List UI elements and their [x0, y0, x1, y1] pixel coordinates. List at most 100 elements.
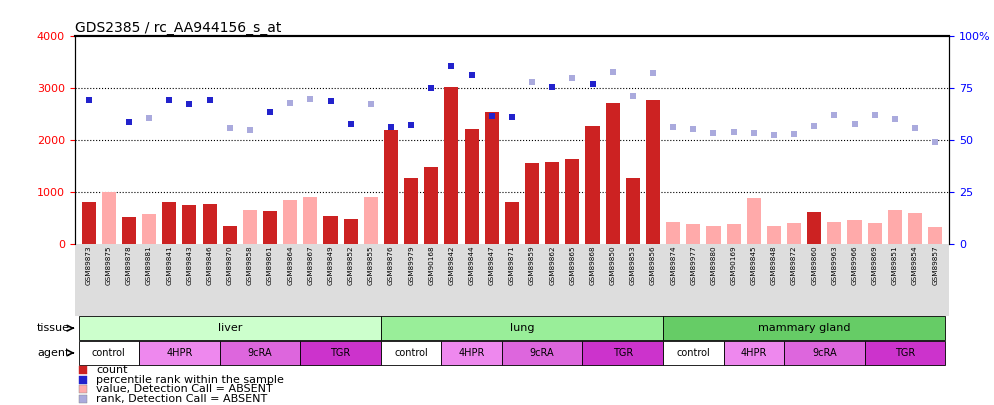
Bar — [787, 223, 801, 244]
Bar — [384, 130, 398, 244]
Bar — [502, 341, 582, 365]
Text: GSM89856: GSM89856 — [650, 246, 656, 286]
Text: GSM89853: GSM89853 — [630, 246, 636, 286]
Text: GSM89850: GSM89850 — [609, 246, 615, 286]
Text: GSM89870: GSM89870 — [227, 246, 233, 286]
Bar — [82, 202, 95, 244]
Text: mammary gland: mammary gland — [757, 323, 851, 333]
Text: GDS2385 / rc_AA944156_s_at: GDS2385 / rc_AA944156_s_at — [75, 21, 281, 35]
Bar — [724, 341, 784, 365]
Text: GSM89872: GSM89872 — [791, 246, 797, 286]
Text: GSM89845: GSM89845 — [750, 246, 756, 286]
Bar — [203, 204, 217, 244]
Bar — [585, 126, 599, 244]
Bar — [646, 100, 660, 244]
Text: GSM89869: GSM89869 — [872, 246, 878, 286]
Bar — [441, 341, 502, 365]
Text: rank, Detection Call = ABSENT: rank, Detection Call = ABSENT — [96, 394, 267, 404]
Bar — [424, 167, 438, 244]
Text: 9cRA: 9cRA — [248, 348, 272, 358]
Text: GSM89855: GSM89855 — [368, 246, 374, 286]
Bar — [525, 163, 539, 244]
Bar — [686, 224, 701, 244]
Bar — [122, 217, 136, 244]
Text: TGR: TGR — [330, 348, 351, 358]
Bar — [784, 341, 865, 365]
Bar — [582, 341, 663, 365]
Text: GSM89847: GSM89847 — [489, 246, 495, 286]
Bar — [865, 341, 945, 365]
Bar — [485, 112, 499, 244]
Bar — [405, 178, 418, 244]
Text: value, Detection Call = ABSENT: value, Detection Call = ABSENT — [96, 384, 273, 394]
Bar — [344, 219, 358, 244]
Text: GSM89852: GSM89852 — [348, 246, 354, 286]
Text: percentile rank within the sample: percentile rank within the sample — [96, 375, 284, 384]
Text: GSM89979: GSM89979 — [409, 246, 414, 286]
Bar — [243, 210, 257, 244]
Text: GSM89868: GSM89868 — [589, 246, 595, 286]
Text: GSM89854: GSM89854 — [912, 246, 918, 286]
Bar — [505, 202, 519, 244]
Text: liver: liver — [218, 323, 242, 333]
Bar — [727, 224, 741, 244]
Text: GSM89864: GSM89864 — [287, 246, 293, 286]
Bar — [807, 212, 821, 244]
Text: agent: agent — [38, 348, 71, 358]
Text: 9cRA: 9cRA — [812, 348, 837, 358]
Text: GSM89849: GSM89849 — [327, 246, 334, 286]
Bar — [263, 211, 277, 244]
Text: GSM89865: GSM89865 — [570, 246, 576, 286]
Bar — [162, 202, 176, 244]
Text: lung: lung — [510, 323, 534, 333]
Text: GSM89841: GSM89841 — [166, 246, 172, 286]
Text: GSM89966: GSM89966 — [852, 246, 858, 286]
Text: GSM89876: GSM89876 — [388, 246, 394, 286]
Text: GSM89842: GSM89842 — [448, 246, 454, 286]
Bar — [182, 205, 197, 244]
Text: GSM89843: GSM89843 — [187, 246, 193, 286]
Bar — [79, 341, 139, 365]
Text: GSM90169: GSM90169 — [731, 246, 737, 286]
Text: GSM90168: GSM90168 — [428, 246, 434, 286]
Text: GSM89862: GSM89862 — [550, 246, 556, 286]
Text: 4HPR: 4HPR — [458, 348, 485, 358]
Text: GSM89873: GSM89873 — [85, 246, 91, 286]
Text: GSM89867: GSM89867 — [307, 246, 313, 286]
Bar — [101, 192, 116, 244]
Text: GSM89874: GSM89874 — [670, 246, 676, 286]
Bar — [868, 222, 882, 244]
Text: TGR: TGR — [895, 348, 915, 358]
Bar — [283, 200, 297, 244]
Bar — [626, 178, 640, 244]
Text: GSM89844: GSM89844 — [468, 246, 474, 286]
Bar — [707, 226, 721, 244]
Bar — [888, 210, 902, 244]
Bar — [928, 227, 942, 244]
Text: GSM89878: GSM89878 — [126, 246, 132, 286]
Bar — [220, 341, 300, 365]
Text: GSM89977: GSM89977 — [690, 246, 697, 286]
Bar — [848, 220, 862, 244]
Text: GSM89875: GSM89875 — [105, 246, 111, 286]
Bar — [381, 316, 663, 340]
Text: control: control — [677, 348, 710, 358]
Bar — [323, 216, 338, 244]
Bar — [666, 222, 680, 244]
Bar — [746, 198, 760, 244]
Text: GSM89861: GSM89861 — [267, 246, 273, 286]
Bar — [300, 341, 381, 365]
Bar — [303, 197, 317, 244]
Text: 9cRA: 9cRA — [530, 348, 555, 358]
Bar — [381, 341, 441, 365]
Text: GSM89846: GSM89846 — [207, 246, 213, 286]
Bar — [223, 226, 237, 244]
Text: GSM89860: GSM89860 — [811, 246, 817, 286]
Text: GSM89963: GSM89963 — [831, 246, 837, 286]
Bar — [139, 341, 220, 365]
Bar — [766, 226, 781, 244]
Bar — [364, 197, 378, 244]
Text: GSM89859: GSM89859 — [529, 246, 535, 286]
Bar — [444, 87, 458, 244]
Text: count: count — [96, 364, 128, 375]
